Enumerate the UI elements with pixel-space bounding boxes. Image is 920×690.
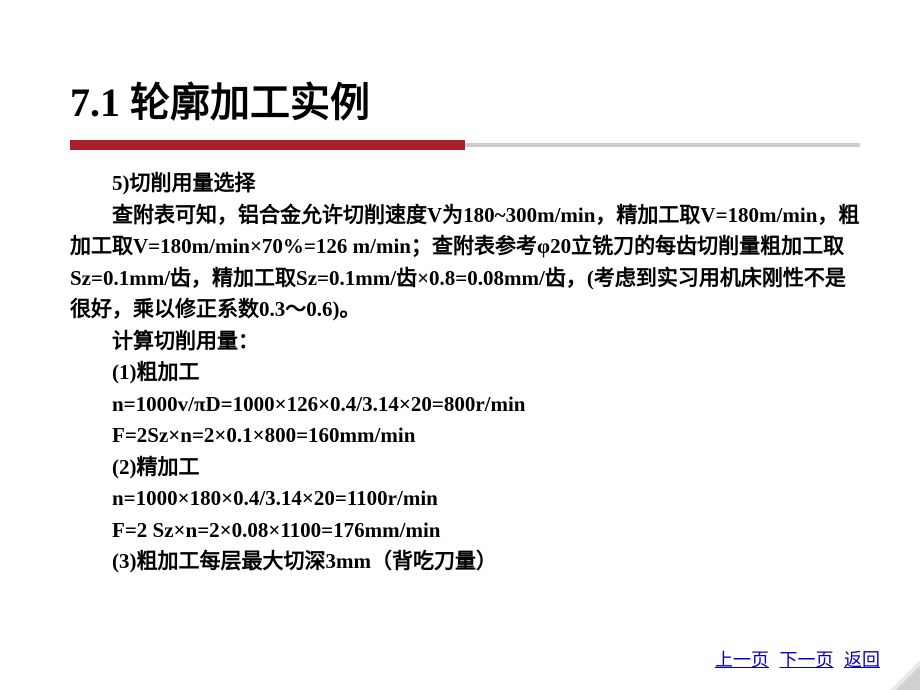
heading-5: 5)切削用量选择 [70, 168, 860, 200]
footer-nav: 上一页 下一页 返回 [709, 646, 880, 672]
nav-next[interactable]: 下一页 [780, 650, 834, 670]
finish-heading: (2)精加工 [70, 452, 860, 484]
rough-f: F=2Sz×n=2×0.1×800=160mm/min [70, 420, 860, 452]
paragraph-1: 查附表可知，铝合金允许切削速度V为180~300m/min，精加工取V=180m… [70, 200, 860, 326]
title-divider [70, 140, 860, 150]
calc-heading: 计算切削用量： [70, 326, 860, 358]
nav-prev[interactable]: 上一页 [715, 650, 769, 670]
page-corner-fold [890, 660, 920, 690]
finish-n: n=1000×180×0.4/3.14×20=1100r/min [70, 483, 860, 515]
slide-content: 5)切削用量选择 查附表可知，铝合金允许切削速度V为180~300m/min，精… [70, 168, 860, 578]
slide-container: 7.1 轮廓加工实例 5)切削用量选择 查附表可知，铝合金允许切削速度V为180… [0, 0, 920, 578]
paragraph-1-text: 查附表可知，铝合金允许切削速度V为180~300m/min，精加工取V=180m… [70, 200, 860, 326]
finish-f: F=2 Sz×n=2×0.08×1100=176mm/min [70, 515, 860, 547]
depth-line: (3)粗加工每层最大切深3mm（背吃刀量） [70, 546, 860, 578]
rough-heading: (1)粗加工 [70, 357, 860, 389]
nav-back[interactable]: 返回 [844, 650, 880, 670]
divider-red [70, 140, 465, 150]
rough-n: n=1000v/πD=1000×126×0.4/3.14×20=800r/min [70, 389, 860, 421]
slide-title: 7.1 轮廓加工实例 [70, 70, 860, 128]
divider-gray [465, 143, 860, 147]
